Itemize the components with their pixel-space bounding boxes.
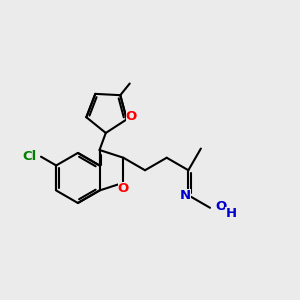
Text: O: O xyxy=(215,200,226,213)
Text: N: N xyxy=(180,189,191,202)
Text: O: O xyxy=(125,110,137,123)
Text: O: O xyxy=(118,182,129,195)
Text: Cl: Cl xyxy=(22,150,37,163)
Text: H: H xyxy=(225,207,236,220)
